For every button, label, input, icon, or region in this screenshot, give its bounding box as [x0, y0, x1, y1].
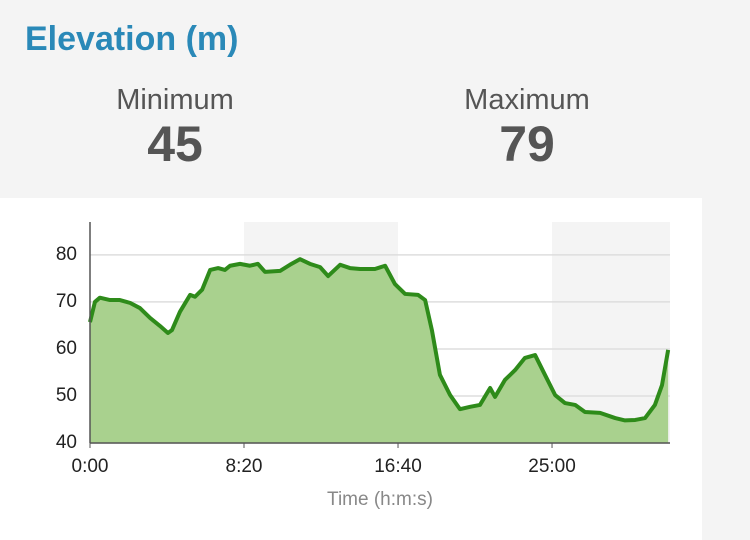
y-tick-label: 50	[56, 385, 77, 406]
y-tick-label: 80	[56, 244, 77, 265]
stat-label: Minimum	[116, 84, 234, 116]
line	[88, 257, 671, 423]
stat-min: Minimum 45	[50, 84, 300, 171]
chart: Time (h:m:s) 40 50 60 70 80 0:00 8:20 16:40 25:0…	[0, 198, 702, 540]
stat-label: Maximum	[464, 84, 590, 116]
x-axis-label: Time (h:m:s)	[327, 489, 433, 510]
x-tick-label: 8:20	[226, 456, 263, 477]
stat-value: 45	[147, 116, 203, 172]
x-tick-label: 25:00	[528, 456, 576, 477]
x-tick-label: 16:40	[374, 456, 422, 477]
y-tick-label: 70	[56, 291, 77, 312]
section-title: Elevation (m)	[25, 20, 239, 58]
x-tick-label: 0:00	[72, 456, 109, 477]
y-tick-label: 40	[56, 432, 77, 453]
stat-value: 79	[499, 116, 555, 172]
stat-max: Maximum 79	[402, 84, 652, 171]
area-fill	[90, 259, 669, 443]
y-tick-label: 60	[56, 338, 77, 359]
